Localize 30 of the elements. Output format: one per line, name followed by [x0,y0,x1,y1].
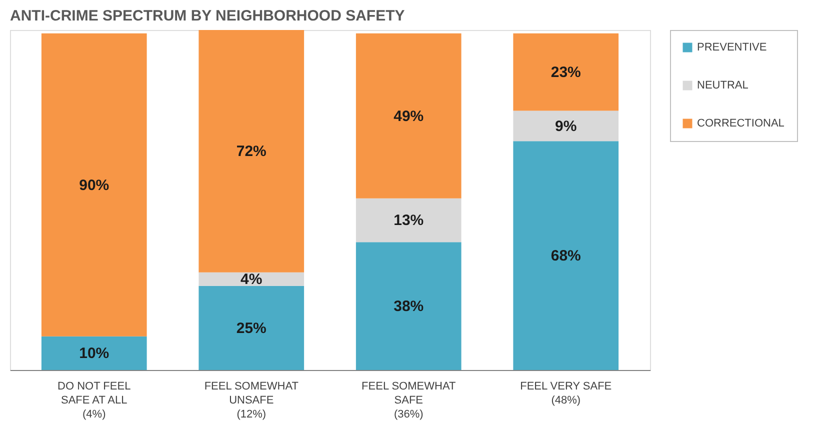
bar [198,272,304,286]
chart-title: ANTI-CRIME SPECTRUM BY NEIGHBORHOOD SAFETY [10,8,405,24]
legend-label: PREVENTIVE [697,42,767,54]
data-label: 13% [394,212,424,230]
bar [513,141,619,370]
data-label: 72% [236,143,266,160]
data-label: 49% [394,108,424,125]
bar [356,198,462,242]
x-tick-label: DO NOT FEEL SAFE AT ALL (4%) [58,380,131,420]
x-tick-label: FEEL SOMEWHAT SAFE (36%) [362,380,456,420]
bar [198,286,304,370]
legend-label: CORRECTIONAL [697,118,784,130]
data-label: 25% [236,320,266,337]
legend-label: NEUTRAL [697,80,748,92]
data-label: 9% [555,118,577,135]
data-label: 38% [394,298,424,316]
bar [356,33,462,198]
bar [41,33,147,336]
data-label: 68% [550,248,581,265]
data-label: 90% [79,176,110,194]
data-label: 10% [79,345,110,362]
bar [41,336,147,370]
x-tick-label: FEEL VERY SAFE (48%) [520,380,612,406]
bar [198,30,304,272]
data-label: 23% [550,64,581,82]
bar [356,242,462,370]
bar [513,110,619,142]
data-label: 4% [240,271,262,288]
x-tick-label: FEEL SOMEWHAT UNSAFE (12%) [204,380,299,420]
bar [513,33,619,111]
